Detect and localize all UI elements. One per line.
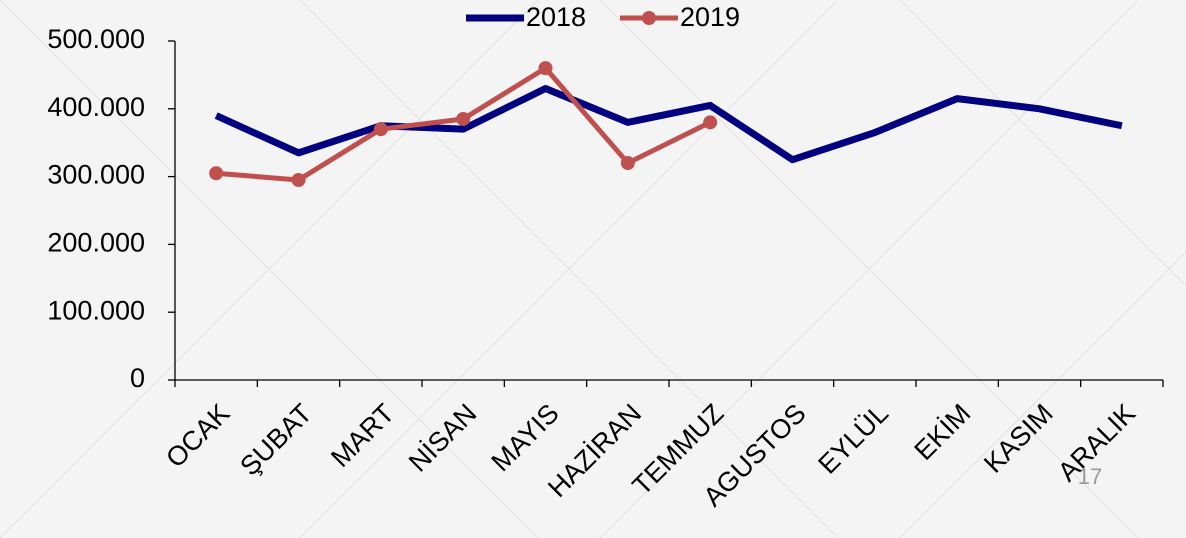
point-marker xyxy=(620,156,635,171)
point-marker xyxy=(209,166,224,181)
point-marker xyxy=(291,172,306,187)
y-tick-label: 100.000 xyxy=(47,295,145,325)
point-marker xyxy=(373,122,388,137)
point-marker xyxy=(456,111,471,126)
point-marker xyxy=(703,115,718,130)
x-tick-label: EYLÜL xyxy=(812,398,894,480)
legend-marker xyxy=(642,11,656,25)
legend-label: 2019 xyxy=(680,2,740,32)
x-tick-label: OCAK xyxy=(160,398,235,473)
x-tick-label: EKİM xyxy=(908,397,977,466)
x-tick-label: MAYIS xyxy=(486,398,565,477)
x-tick-label: MART xyxy=(325,398,400,473)
x-tick-label: ŞUBAT xyxy=(234,398,317,481)
x-tick-label: KASIM xyxy=(978,398,1059,479)
y-tick-label: 500.000 xyxy=(47,24,145,54)
y-tick-label: 300.000 xyxy=(47,160,145,190)
point-marker xyxy=(538,61,553,76)
legend-label: 2018 xyxy=(526,2,586,32)
x-tick-label: NİSAN xyxy=(402,397,482,477)
y-tick-label: 400.000 xyxy=(47,92,145,122)
y-tick-label: 200.000 xyxy=(47,228,145,258)
series-line xyxy=(214,84,1123,164)
slide-number: 17 xyxy=(1078,464,1102,489)
y-tick-label: 0 xyxy=(130,363,145,393)
